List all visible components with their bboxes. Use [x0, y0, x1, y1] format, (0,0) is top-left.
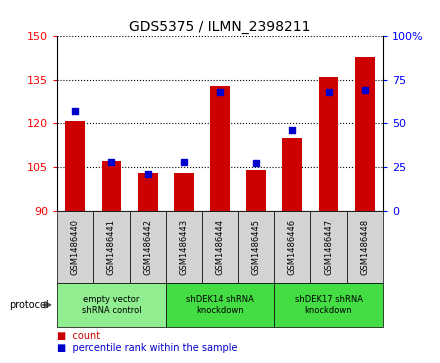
- Text: GSM1486442: GSM1486442: [143, 219, 152, 275]
- Bar: [282, 138, 302, 211]
- Text: GSM1486447: GSM1486447: [324, 219, 333, 275]
- Bar: [102, 161, 121, 211]
- Bar: [246, 170, 266, 211]
- Point: [253, 160, 260, 166]
- Bar: [57, 283, 166, 327]
- Bar: [66, 121, 85, 211]
- Point: [325, 89, 332, 95]
- Text: GSM1486443: GSM1486443: [180, 219, 188, 275]
- Bar: [274, 283, 383, 327]
- Text: GSM1486441: GSM1486441: [107, 219, 116, 275]
- Bar: [129, 211, 166, 283]
- Point: [144, 171, 151, 177]
- Bar: [311, 211, 347, 283]
- Bar: [174, 173, 194, 211]
- Bar: [202, 211, 238, 283]
- Bar: [166, 283, 274, 327]
- Text: GSM1486440: GSM1486440: [71, 219, 80, 275]
- Bar: [210, 86, 230, 211]
- Point: [361, 87, 368, 93]
- Text: GSM1486448: GSM1486448: [360, 219, 369, 275]
- Bar: [166, 211, 202, 283]
- Text: ■  count: ■ count: [57, 331, 100, 341]
- Point: [289, 127, 296, 133]
- Bar: [238, 211, 274, 283]
- Text: ■  percentile rank within the sample: ■ percentile rank within the sample: [57, 343, 238, 354]
- Bar: [347, 211, 383, 283]
- Text: GDS5375 / ILMN_2398211: GDS5375 / ILMN_2398211: [129, 20, 311, 34]
- Bar: [93, 211, 129, 283]
- Bar: [319, 77, 338, 211]
- Text: shDEK17 shRNA
knockdown: shDEK17 shRNA knockdown: [294, 295, 363, 315]
- Bar: [274, 211, 311, 283]
- Text: GSM1486445: GSM1486445: [252, 219, 260, 275]
- Point: [108, 159, 115, 165]
- Bar: [57, 211, 93, 283]
- Text: GSM1486444: GSM1486444: [216, 219, 224, 275]
- Text: protocol: protocol: [9, 300, 48, 310]
- Point: [216, 89, 224, 95]
- Bar: [355, 57, 375, 211]
- Text: shDEK14 shRNA
knockdown: shDEK14 shRNA knockdown: [186, 295, 254, 315]
- Bar: [138, 173, 158, 211]
- Text: GSM1486446: GSM1486446: [288, 219, 297, 275]
- Point: [180, 159, 187, 165]
- Point: [72, 108, 79, 114]
- Text: empty vector
shRNA control: empty vector shRNA control: [82, 295, 141, 315]
